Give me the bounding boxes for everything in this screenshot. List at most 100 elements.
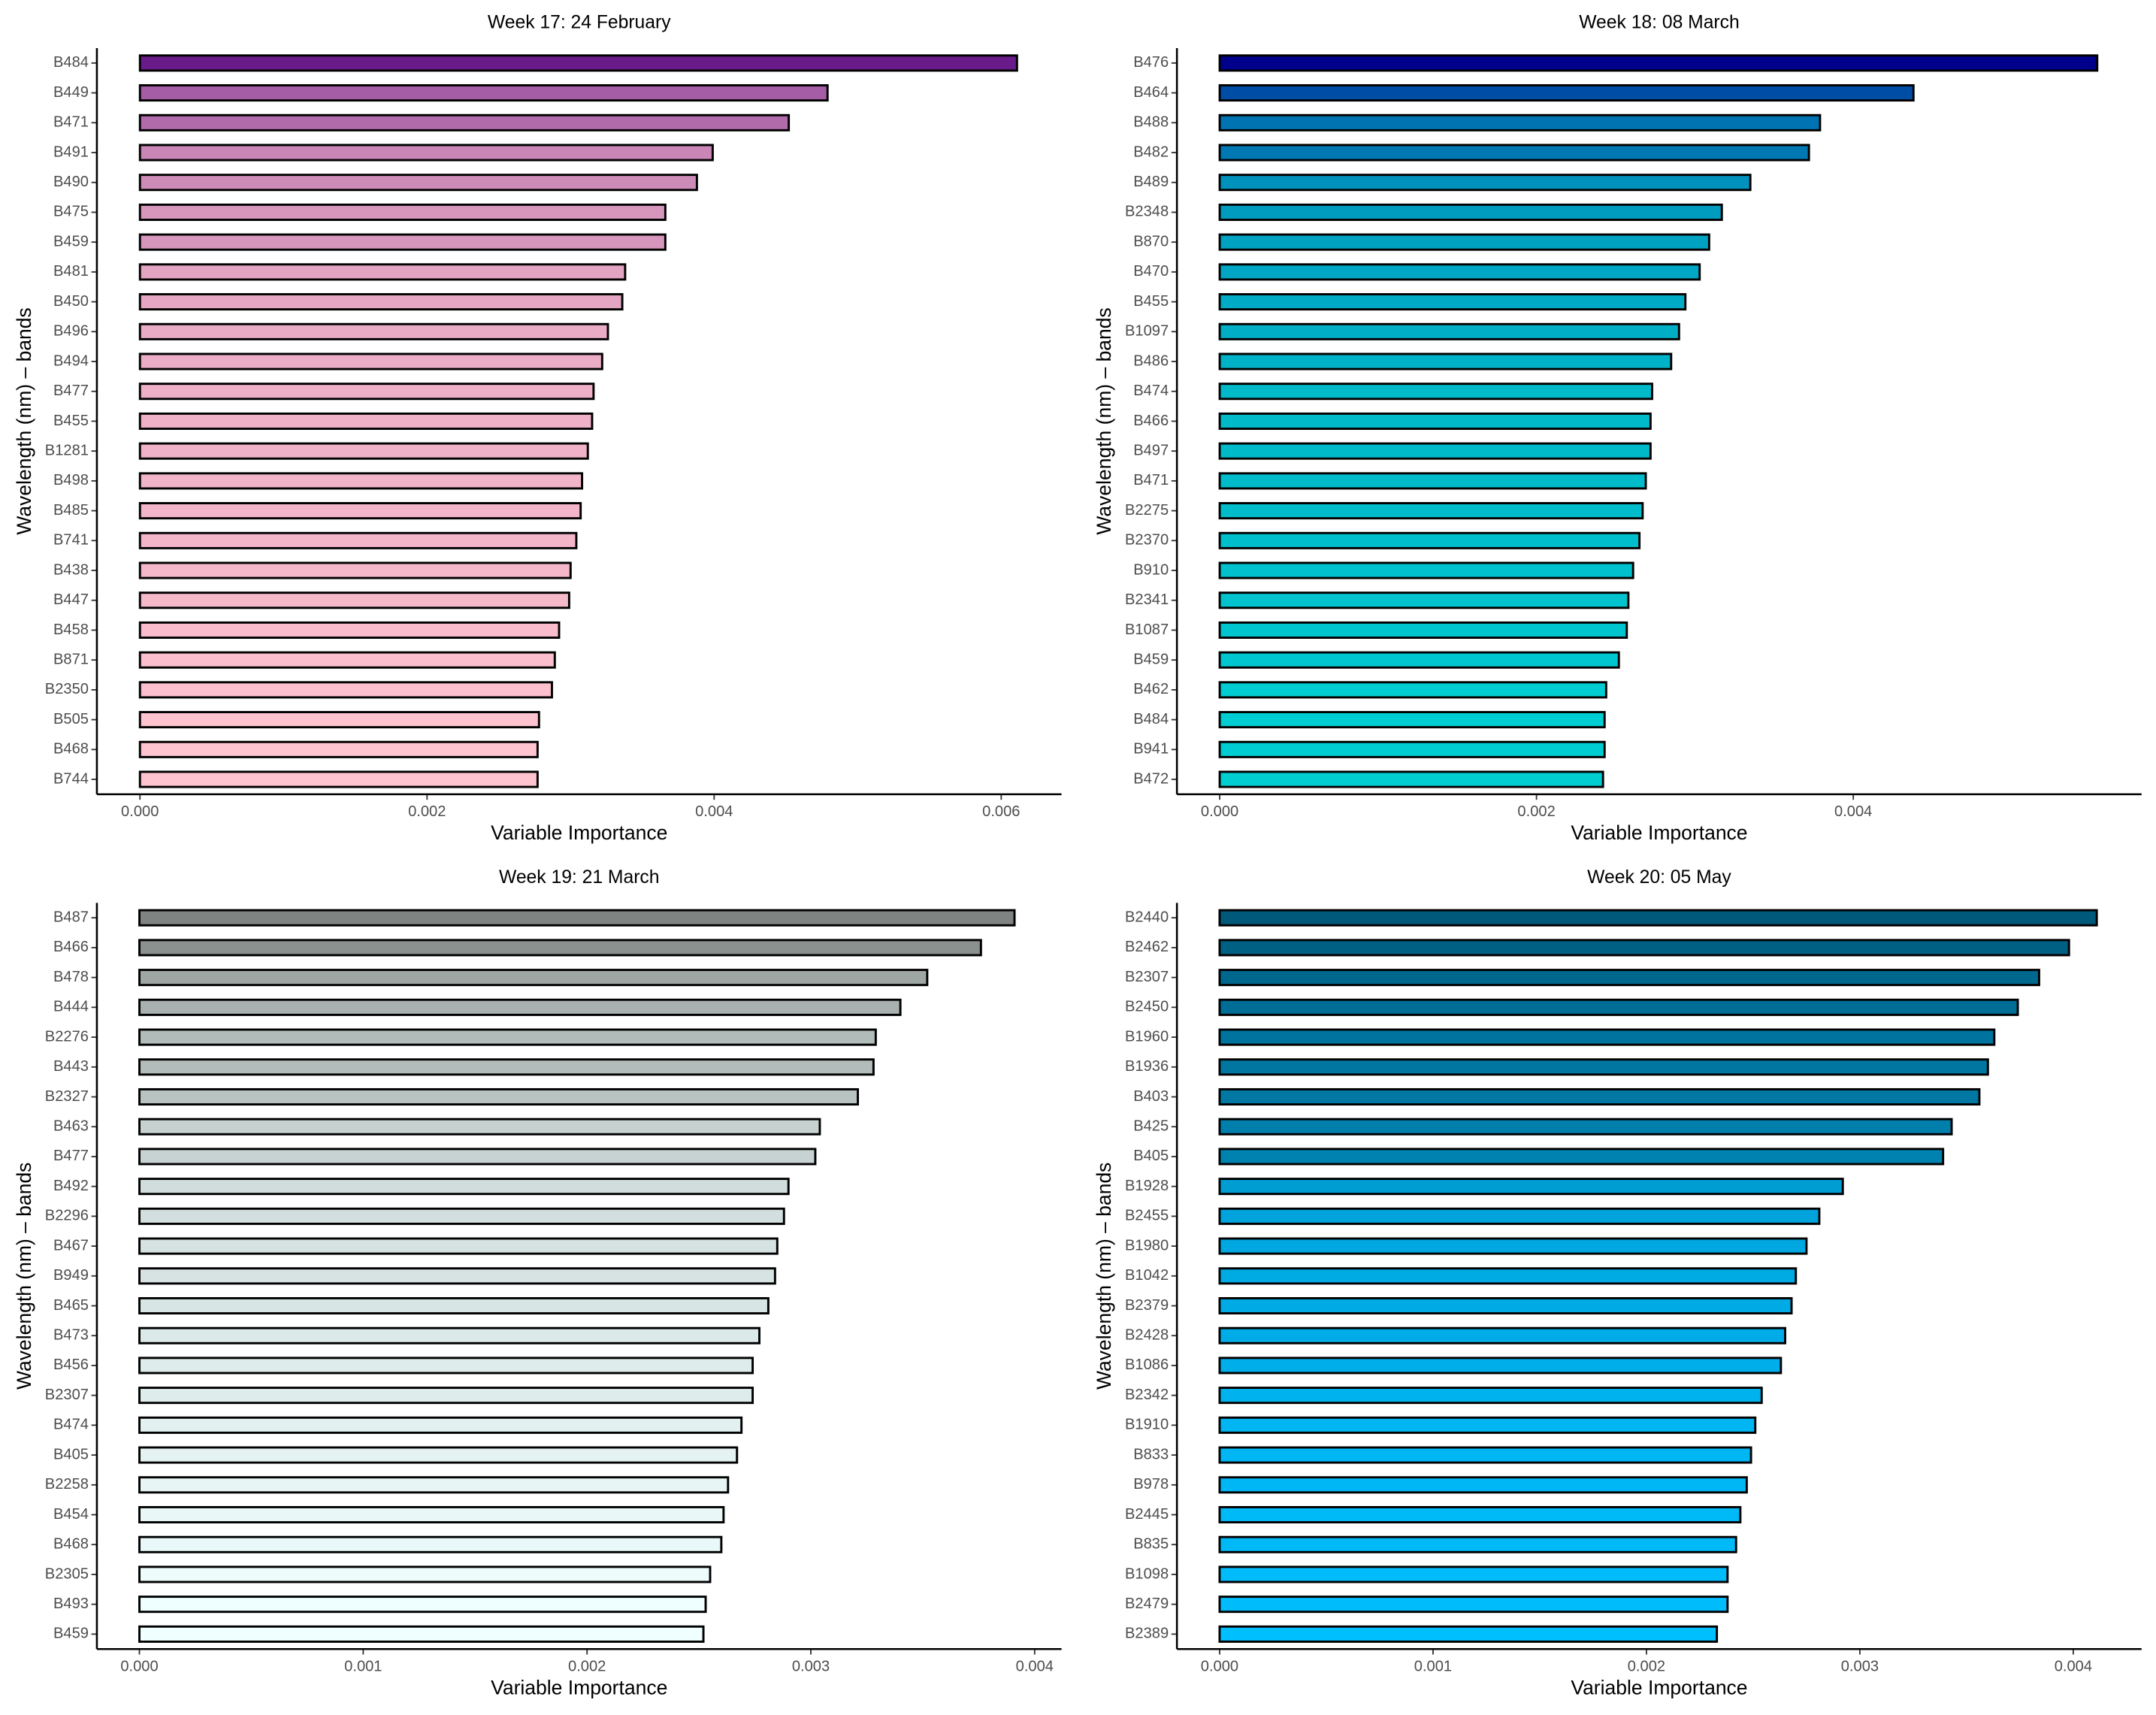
bar bbox=[138, 54, 1018, 72]
bar bbox=[138, 770, 539, 788]
bar bbox=[138, 1565, 712, 1583]
bar bbox=[138, 651, 556, 669]
bar bbox=[138, 1296, 770, 1315]
bar bbox=[1218, 1087, 1981, 1106]
bar bbox=[1218, 1505, 1742, 1524]
y-tick-label: B476 bbox=[1133, 54, 1169, 71]
bar bbox=[1218, 383, 1653, 401]
y-tick-label: B2307 bbox=[45, 1387, 89, 1403]
bar bbox=[138, 1237, 779, 1255]
bar bbox=[1218, 621, 1628, 639]
y-tick-label: B468 bbox=[53, 741, 89, 758]
y-tick-label: B450 bbox=[53, 293, 89, 310]
y-tick-label: B2275 bbox=[1125, 502, 1169, 519]
y-tick-label: B455 bbox=[1133, 293, 1169, 310]
y-tick-label: B493 bbox=[53, 1596, 89, 1612]
y-tick-label: B484 bbox=[1133, 711, 1169, 727]
x-tick-label: 0.006 bbox=[982, 803, 1020, 820]
bar bbox=[138, 1326, 760, 1344]
y-tick-label: B438 bbox=[53, 561, 89, 578]
bar bbox=[138, 472, 584, 490]
bar bbox=[1218, 442, 1652, 460]
bar bbox=[138, 681, 553, 699]
bar bbox=[1218, 113, 1822, 132]
x-tick-label: 0.004 bbox=[1016, 1658, 1054, 1674]
x-tick-label: 0.000 bbox=[120, 1658, 158, 1674]
bar bbox=[1218, 412, 1652, 430]
bar bbox=[138, 1087, 859, 1106]
y-tick-label: B1980 bbox=[1125, 1237, 1169, 1254]
bar bbox=[138, 203, 667, 221]
bar bbox=[138, 1357, 754, 1375]
y-tick-label: B472 bbox=[1133, 770, 1169, 787]
y-tick-label: B473 bbox=[53, 1327, 89, 1344]
y-tick-label: B941 bbox=[1133, 741, 1169, 758]
bar bbox=[1218, 998, 2019, 1016]
y-tick-label: B475 bbox=[53, 204, 89, 220]
y-tick-label: B478 bbox=[53, 969, 89, 985]
bar bbox=[1218, 1446, 1752, 1464]
bar bbox=[1218, 203, 1723, 221]
y-tick-label: B447 bbox=[53, 591, 89, 608]
bar bbox=[1218, 1476, 1748, 1494]
y-axis-label: Wavelength (nm) – bands bbox=[1093, 1163, 1115, 1390]
x-tick-label: 0.004 bbox=[1834, 803, 1872, 820]
y-tick-label: B471 bbox=[53, 114, 89, 131]
x-tick-label: 0.000 bbox=[121, 803, 159, 820]
bar bbox=[138, 711, 540, 729]
panel-title: Week 18: 08 March bbox=[1579, 13, 1739, 33]
bar bbox=[1218, 969, 2040, 987]
y-tick-label: B482 bbox=[1133, 144, 1169, 160]
bar bbox=[138, 442, 589, 460]
y-tick-label: B477 bbox=[53, 383, 89, 399]
y-tick-label: B471 bbox=[1133, 472, 1169, 488]
bar bbox=[138, 1058, 875, 1076]
y-tick-label: B459 bbox=[1133, 651, 1169, 667]
y-tick-label: B505 bbox=[53, 711, 89, 727]
bar bbox=[1218, 740, 1606, 758]
bar bbox=[138, 263, 627, 281]
x-tick-label: 0.003 bbox=[1841, 1658, 1879, 1674]
bar bbox=[1218, 1148, 1945, 1166]
bar bbox=[1218, 711, 1606, 729]
bar bbox=[1218, 174, 1752, 192]
y-tick-label: B2305 bbox=[45, 1565, 89, 1582]
bar bbox=[1218, 1028, 1996, 1046]
y-tick-label: B492 bbox=[53, 1178, 89, 1194]
y-tick-label: B1042 bbox=[1125, 1267, 1169, 1284]
y-tick-label: B2440 bbox=[1125, 909, 1169, 926]
y-tick-label: B2479 bbox=[1125, 1596, 1169, 1612]
y-tick-label: B910 bbox=[1133, 561, 1169, 578]
bar bbox=[138, 1625, 705, 1643]
bar bbox=[138, 383, 595, 401]
bar bbox=[1218, 293, 1687, 311]
x-tick-label: 0.002 bbox=[1517, 803, 1555, 820]
bar bbox=[1218, 1207, 1821, 1225]
bar bbox=[138, 909, 1016, 927]
bar bbox=[1218, 1535, 1737, 1553]
x-tick-label: 0.001 bbox=[1414, 1658, 1452, 1674]
y-tick-label: B403 bbox=[1133, 1088, 1169, 1105]
y-tick-label: B1087 bbox=[1125, 622, 1169, 638]
y-tick-label: B835 bbox=[1133, 1536, 1169, 1553]
bar bbox=[1218, 54, 2099, 72]
y-tick-label: B2296 bbox=[45, 1208, 89, 1224]
bar bbox=[1218, 1387, 1763, 1405]
y-tick-label: B488 bbox=[1133, 114, 1169, 131]
y-tick-label: B491 bbox=[53, 144, 89, 160]
x-tick-label: 0.004 bbox=[695, 803, 733, 820]
x-tick-label: 0.002 bbox=[1628, 1658, 1665, 1674]
bar bbox=[1218, 909, 2098, 927]
bar bbox=[138, 1148, 817, 1166]
y-tick-label: B1960 bbox=[1125, 1028, 1169, 1045]
bar bbox=[1218, 1118, 1953, 1136]
y-tick-label: B498 bbox=[53, 472, 89, 488]
y-tick-label: B833 bbox=[1133, 1446, 1169, 1462]
y-tick-label: B497 bbox=[1133, 442, 1169, 458]
bar bbox=[1218, 1326, 1786, 1344]
bar bbox=[1218, 502, 1644, 520]
bar bbox=[138, 969, 929, 987]
bar bbox=[138, 233, 667, 251]
